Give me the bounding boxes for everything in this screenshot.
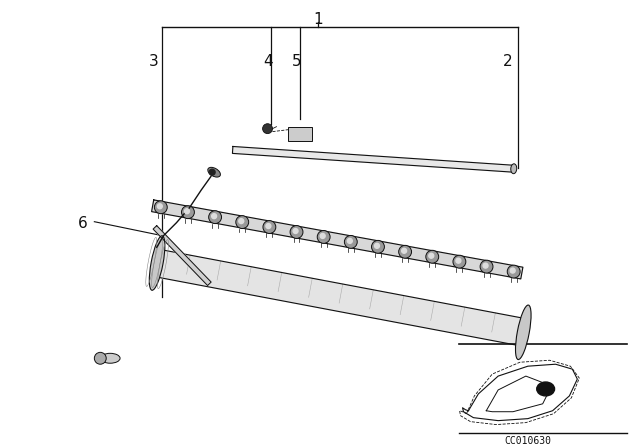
Ellipse shape: [537, 382, 555, 396]
Circle shape: [293, 228, 298, 233]
Circle shape: [290, 225, 303, 238]
Circle shape: [94, 352, 106, 364]
Circle shape: [182, 206, 195, 219]
Circle shape: [483, 263, 488, 268]
Polygon shape: [153, 226, 211, 285]
Circle shape: [402, 248, 406, 253]
Circle shape: [453, 255, 466, 268]
Circle shape: [429, 253, 434, 258]
Circle shape: [374, 243, 380, 248]
Circle shape: [184, 209, 189, 214]
FancyBboxPatch shape: [289, 127, 312, 141]
Circle shape: [209, 211, 221, 224]
Circle shape: [262, 124, 273, 134]
Ellipse shape: [100, 353, 120, 363]
Circle shape: [157, 204, 163, 209]
Ellipse shape: [511, 164, 516, 174]
Circle shape: [209, 169, 215, 175]
Circle shape: [399, 246, 412, 258]
Polygon shape: [154, 250, 526, 346]
Circle shape: [212, 214, 216, 219]
Circle shape: [480, 260, 493, 273]
Circle shape: [154, 201, 167, 214]
Circle shape: [344, 236, 357, 248]
Circle shape: [510, 268, 515, 273]
Text: 6: 6: [77, 216, 87, 231]
Circle shape: [426, 250, 438, 263]
Polygon shape: [152, 200, 523, 279]
Text: 3: 3: [149, 55, 159, 69]
Text: 4: 4: [264, 55, 273, 69]
Text: CC010630: CC010630: [504, 436, 551, 447]
Circle shape: [239, 219, 244, 224]
Ellipse shape: [208, 168, 220, 177]
Text: 1: 1: [313, 12, 323, 27]
Circle shape: [317, 231, 330, 243]
Text: 5: 5: [291, 55, 301, 69]
Circle shape: [263, 220, 276, 233]
Text: 2: 2: [503, 55, 513, 69]
Circle shape: [266, 224, 271, 228]
Circle shape: [236, 215, 249, 228]
Ellipse shape: [149, 236, 165, 290]
Ellipse shape: [515, 305, 531, 360]
Circle shape: [456, 258, 461, 263]
Circle shape: [508, 265, 520, 278]
Circle shape: [348, 238, 352, 243]
Circle shape: [320, 233, 325, 238]
Polygon shape: [232, 146, 514, 172]
Circle shape: [372, 241, 385, 253]
